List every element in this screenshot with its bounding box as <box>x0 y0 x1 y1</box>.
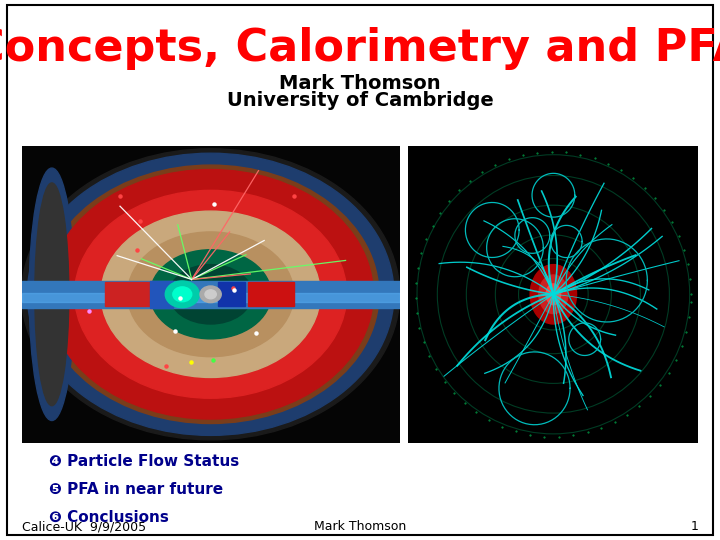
Circle shape <box>205 290 216 299</box>
Bar <box>248 282 294 306</box>
Text: Mark Thomson: Mark Thomson <box>314 520 406 533</box>
Text: ❹ Particle Flow Status: ❹ Particle Flow Status <box>49 454 239 469</box>
Bar <box>22 293 400 302</box>
Ellipse shape <box>35 183 69 406</box>
Ellipse shape <box>539 275 568 314</box>
Text: ❺ PFA in near future: ❺ PFA in near future <box>49 482 223 497</box>
Text: Mark Thomson: Mark Thomson <box>279 74 441 93</box>
Circle shape <box>200 286 221 302</box>
Ellipse shape <box>22 148 400 440</box>
Ellipse shape <box>546 284 561 305</box>
Ellipse shape <box>30 168 75 421</box>
Circle shape <box>166 281 199 308</box>
Text: Calice-UK  9/9/2005: Calice-UK 9/9/2005 <box>22 520 145 533</box>
Text: This Talk:: This Talk: <box>40 348 127 366</box>
Ellipse shape <box>27 153 394 435</box>
Ellipse shape <box>101 211 320 377</box>
Ellipse shape <box>75 191 347 399</box>
Text: Concepts, Calorimetry and PFA: Concepts, Calorimetry and PFA <box>0 27 720 70</box>
Bar <box>218 282 245 306</box>
Text: ❷ Detector Concepts and optimisation: ❷ Detector Concepts and optimisation <box>49 398 377 413</box>
Text: University of Cambridge: University of Cambridge <box>227 91 493 111</box>
Bar <box>22 281 400 308</box>
Ellipse shape <box>127 232 294 357</box>
Text: ❶ ILC Physics/Detector Requirements: ❶ ILC Physics/Detector Requirements <box>49 370 369 385</box>
Text: 1: 1 <box>690 520 698 533</box>
Ellipse shape <box>150 249 271 339</box>
Ellipse shape <box>48 170 373 419</box>
Text: ❻ Conclusions: ❻ Conclusions <box>49 510 168 525</box>
Bar <box>150 281 173 308</box>
Text: ❸ Calorimetry at the ILC: ❸ Calorimetry at the ILC <box>49 426 256 441</box>
FancyBboxPatch shape <box>7 5 713 535</box>
Bar <box>105 282 173 306</box>
Ellipse shape <box>42 165 379 423</box>
Circle shape <box>173 287 192 302</box>
Ellipse shape <box>169 265 252 324</box>
Ellipse shape <box>530 265 577 324</box>
